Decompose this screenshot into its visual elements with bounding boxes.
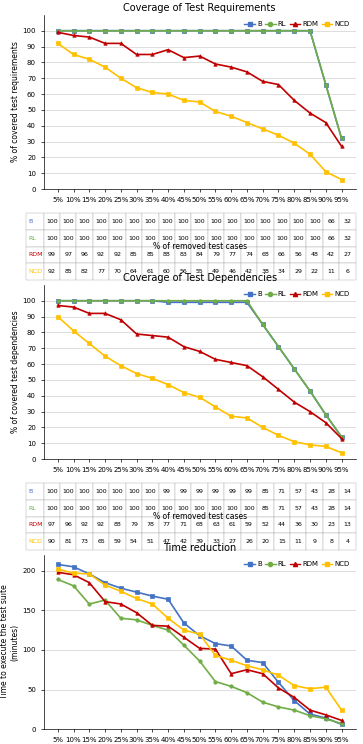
Y-axis label: % of covered test dependencies: % of covered test dependencies — [11, 311, 20, 433]
X-axis label: % of removed test cases: % of removed test cases — [152, 512, 247, 521]
Title: Time reduction: Time reduction — [163, 543, 236, 553]
Title: Coverage of Test Dependencies: Coverage of Test Dependencies — [123, 273, 277, 283]
Y-axis label: % of covered test requirements: % of covered test requirements — [11, 42, 20, 162]
Text: (b): (b) — [192, 562, 208, 572]
Legend: B, RL, RDM, NCD: B, RL, RDM, NCD — [242, 19, 352, 30]
Y-axis label: Time to execute the test suite
(minutes): Time to execute the test suite (minutes) — [0, 585, 20, 699]
Title: Coverage of Test Requirements: Coverage of Test Requirements — [123, 3, 276, 13]
Legend: B, RL, RDM, NCD: B, RL, RDM, NCD — [242, 559, 352, 570]
X-axis label: % of removed test cases: % of removed test cases — [152, 242, 247, 251]
Legend: B, RL, RDM, NCD: B, RL, RDM, NCD — [242, 289, 352, 300]
Text: (a): (a) — [192, 292, 208, 302]
